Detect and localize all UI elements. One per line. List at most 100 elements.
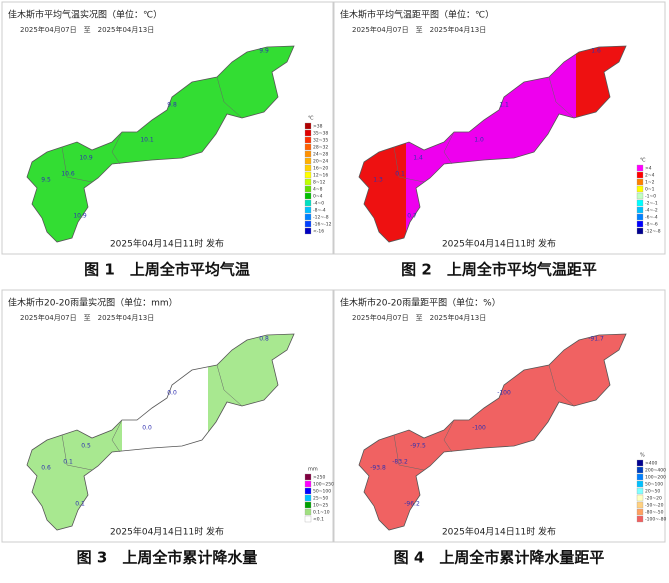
legend-label: >38 — [313, 124, 323, 130]
legend-label: 2~4 — [645, 173, 655, 179]
legend-swatch — [636, 185, 644, 193]
station-value: -96.2 — [404, 501, 420, 508]
station-value: 1.1 — [499, 102, 509, 109]
station-value: 0.1 — [63, 459, 73, 466]
legend-label: -80~-50 — [645, 510, 664, 516]
legend-swatch — [636, 494, 644, 502]
legend-label: -4~0 — [313, 201, 324, 207]
legend-label: 100~200 — [645, 475, 666, 481]
legend-label: 20~50 — [645, 489, 660, 495]
legend-label: 0~4 — [313, 194, 323, 200]
legend-swatch — [636, 220, 644, 228]
legend-label: 8~12 — [313, 180, 325, 186]
legend-swatch — [636, 206, 644, 214]
legend-label: -12~-8 — [645, 229, 661, 235]
county-border — [111, 131, 123, 165]
legend-label: 35~38 — [313, 131, 328, 137]
station-value: -93.8 — [370, 465, 386, 472]
legend-swatch — [304, 122, 312, 130]
station-value: 0.1 — [395, 171, 405, 178]
figure-caption: 图 1 上周全市平均气温 — [84, 261, 250, 279]
map-panel: 佳木斯市平均气温实况图（单位：℃） 2025年04月07日 至 2025年04月1… — [1, 1, 334, 255]
legend-swatch — [304, 213, 312, 221]
station-value: -100 — [472, 425, 486, 432]
county-border — [61, 434, 93, 471]
legend-label: -20~20 — [645, 496, 662, 502]
legend-unit: mm — [308, 467, 318, 473]
county-border — [393, 146, 425, 183]
station-value: 10.9 — [79, 155, 93, 162]
legend-label: 28~32 — [313, 145, 328, 151]
legend-swatch — [304, 136, 312, 144]
legend-label: -50~-20 — [645, 503, 664, 509]
legend-swatch — [636, 164, 644, 172]
county-border — [548, 364, 575, 407]
legend-label: -8~-6 — [645, 222, 658, 228]
station-value: 0.1 — [75, 501, 85, 508]
legend-label: 50~100 — [313, 489, 331, 495]
map-outline — [26, 333, 295, 531]
legend-swatch — [304, 150, 312, 158]
legend-label: <-16 — [313, 229, 324, 235]
legend-swatch — [304, 178, 312, 186]
legend-swatch — [304, 227, 312, 235]
legend-label: -2~-1 — [645, 201, 658, 207]
legend-label: 16~20 — [313, 166, 328, 172]
legend-label: 100~250 — [313, 482, 334, 488]
station-value: 10.6 — [61, 171, 75, 178]
county-border — [548, 76, 575, 119]
legend-label: 10~25 — [313, 503, 328, 509]
legend-swatch — [304, 143, 312, 151]
legend-label: 24~28 — [313, 152, 328, 158]
station-value: 0.5 — [81, 443, 91, 450]
station-value: 0.0 — [167, 390, 177, 397]
panel-title: 佳木斯市平均气温距平图（单位：℃） — [340, 9, 494, 21]
station-value: -100 — [497, 390, 511, 397]
legend-label: 200~400 — [645, 468, 666, 474]
figure-caption: 图 4 上周全市累计降水量距平 — [394, 549, 605, 567]
date-range: 2025年04月07日 至 2025年04月13日 — [20, 25, 154, 34]
station-value: 9.8 — [167, 102, 177, 109]
legend-label: >400 — [645, 461, 657, 467]
legend-swatch — [304, 487, 312, 495]
legend-label: 12~16 — [313, 173, 328, 179]
county-border — [61, 146, 93, 183]
legend-swatch — [304, 129, 312, 137]
county-border — [393, 434, 425, 471]
station-value: 0.0 — [142, 425, 152, 432]
county-border — [216, 76, 243, 119]
issue-footer: 2025年04月14日11时 发布 — [442, 526, 556, 538]
legend-label: <0.1 — [313, 517, 324, 523]
legend-swatch — [636, 480, 644, 488]
panel-title: 佳木斯市平均气温实况图（单位：℃） — [8, 9, 162, 21]
legend-unit: % — [640, 453, 645, 459]
station-value: 1.0 — [474, 137, 484, 144]
panel-title: 佳木斯市20-20雨量距平图（单位：%） — [340, 297, 501, 309]
legend-swatch — [304, 501, 312, 509]
station-value: 0.7 — [407, 213, 417, 220]
legend-label: >250 — [313, 475, 325, 481]
legend-swatch — [636, 487, 644, 495]
panel-title: 佳木斯市20-20雨量实况图（单位：mm） — [8, 297, 178, 309]
map-outline — [358, 333, 627, 531]
legend-swatch — [636, 501, 644, 509]
legend-swatch — [304, 199, 312, 207]
legend-swatch — [304, 494, 312, 502]
legend-label: -16~-12 — [313, 222, 332, 228]
map-panel: 佳木斯市20-20雨量距平图（单位：%） 2025年04月07日 至 2025年0… — [333, 289, 666, 543]
station-value: 1.6 — [591, 48, 601, 55]
legend-swatch — [636, 515, 644, 523]
legend-swatch — [304, 171, 312, 179]
station-value: -97.5 — [410, 443, 426, 450]
date-range: 2025年04月07日 至 2025年04月13日 — [352, 313, 486, 322]
issue-footer: 2025年04月14日11时 发布 — [110, 238, 224, 250]
legend-label: -1~0 — [645, 194, 656, 200]
legend-swatch — [304, 192, 312, 200]
station-value: -91.7 — [588, 336, 604, 343]
station-value: 9.9 — [259, 48, 269, 55]
date-range: 2025年04月07日 至 2025年04月13日 — [352, 25, 486, 34]
map-panel: 佳木斯市20-20雨量实况图（单位：mm） 2025年04月07日 至 2025年… — [1, 289, 334, 543]
legend-label: 50~100 — [645, 482, 663, 488]
station-value: 1.3 — [373, 177, 383, 184]
